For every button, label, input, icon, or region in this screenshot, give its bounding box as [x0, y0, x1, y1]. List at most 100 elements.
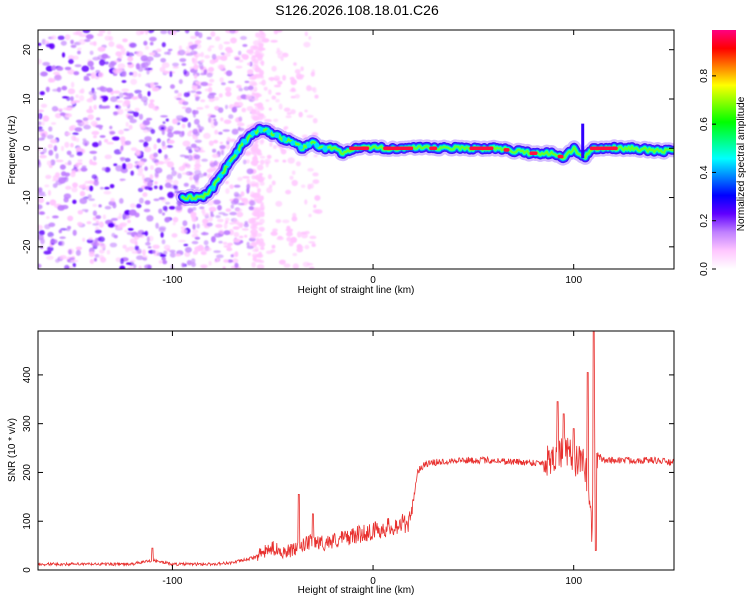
spectrogram-noise-blob [219, 77, 224, 83]
spectrogram-noise-blob [70, 39, 74, 45]
spectrogram-noise-blob [246, 241, 250, 247]
spectrogram-noise-blob [47, 190, 52, 196]
spectrogram-noise-blob [170, 84, 175, 89]
spectrogram-noise-blob [194, 163, 202, 168]
spectrogram-noise-blob [130, 203, 136, 209]
spectrogram-noise-blob [136, 255, 144, 260]
spectrogram-noise-blob [286, 145, 294, 150]
spectrogram-noise-blob [64, 141, 70, 148]
spectrogram-noise-blob [52, 179, 57, 182]
spectrogram-noise-blob [181, 172, 190, 175]
spectrogram-noise-blob [237, 197, 244, 200]
spectrogram-noise-blob [163, 250, 168, 255]
spectrogram-noise-blob [143, 67, 149, 71]
spectrogram-noise-blob [309, 266, 315, 269]
spectrogram-noise-blob [208, 98, 215, 102]
spectrogram-noise-blob [275, 98, 280, 103]
spectrogram-noise-blob [80, 167, 88, 172]
spectrogram-ridge-core [383, 146, 414, 151]
spectrogram-noise-blob [275, 200, 283, 207]
spectrogram-noise-blob [120, 258, 124, 265]
spectrogram-noise-blob [193, 154, 201, 160]
spectrogram-noise-blob [149, 174, 154, 180]
spectrogram-noise-blob [223, 41, 231, 45]
spectrogram-noise-blob [308, 213, 312, 218]
spectrogram-noise-blob [57, 35, 65, 40]
spectrogram-noise-blob [282, 126, 287, 134]
spectrogram-noise-blob [230, 204, 234, 209]
spectrogram-noise-blob [276, 30, 283, 33]
spectrogram-noise-blob [314, 94, 319, 99]
spectrogram-noise-blob [88, 237, 94, 241]
spectrogram-noise-blob [232, 258, 239, 264]
spectrogram-noise-blob [221, 82, 226, 86]
spectrogram-noise-blob [129, 72, 134, 76]
spectrogram-noise-blob [247, 62, 251, 66]
spectrogram-noise-blob [182, 164, 186, 169]
spectrogram-noise-blob [211, 236, 216, 243]
spectrogram-noise-blob [58, 229, 62, 234]
spectrogram-noise-blob [218, 131, 223, 135]
spectrogram-noise-blob [243, 86, 250, 91]
spectrogram-noise-blob [264, 119, 272, 123]
spectrogram-noise-blob [77, 210, 84, 215]
spectrogram-noise-blob [75, 249, 81, 256]
spectrogram-noise-blob [301, 134, 308, 139]
spectrogram-noise-blob [232, 226, 240, 230]
spectrogram-noise-blob [68, 249, 72, 255]
spectrogram-noise-blob [210, 31, 216, 37]
spectrogram-noise-blob [312, 118, 318, 124]
spectrogram-noise-blob [282, 159, 287, 163]
spectrogram-noise-blob [184, 251, 191, 257]
spectrogram-noise-blob [42, 61, 51, 66]
spectrogram-noise-blob [101, 167, 107, 171]
spectrogram-noise-blob [150, 82, 155, 89]
spectrogram-noise-blob [234, 208, 243, 212]
spectrogram-noise-blob [235, 65, 243, 69]
spectrogram-noise-blob [88, 90, 97, 96]
spectrogram-noise-blob [119, 178, 126, 181]
spectrogram-noise-blob [97, 236, 105, 243]
spectrogram-noise-blob [283, 107, 291, 112]
spectrogram-noise-blob [92, 242, 100, 247]
spectrogram-noise-blob [236, 222, 244, 227]
spectrogram-noise-blob [145, 45, 149, 50]
spectrogram-noise-blob [208, 86, 213, 93]
spectrogram-noise-blob [75, 162, 83, 166]
spectrogram-noise-blob [286, 225, 291, 230]
spectrogram-noise-blob [187, 154, 193, 161]
spectrogram-noise-blob [47, 77, 54, 83]
spectrogram-noise-blob [228, 80, 235, 84]
spectrogram-noise-blob [144, 166, 148, 171]
spectrogram-noise-blob [130, 78, 138, 85]
spectrogram-noise-blob [180, 229, 188, 234]
spectrogram-noise-blob [278, 81, 282, 85]
spectrogram-noise-blob [138, 113, 144, 120]
spectrogram-noise-blob [226, 136, 231, 142]
spectrogram-noise-blob [38, 159, 41, 166]
spectrogram-noise-blob [265, 161, 269, 168]
spectrogram-ridge-spot [258, 127, 264, 132]
spectrogram-noise-blob [203, 172, 207, 177]
spectrogram-noise-blob [80, 88, 85, 94]
spectrogram-noise-blob [138, 265, 142, 269]
spectrogram-noise-blob [163, 160, 170, 164]
spectrogram-noise-blob [191, 258, 196, 264]
spectrogram-noise-blob [230, 254, 234, 258]
spectrogram-noise-blob [194, 139, 202, 143]
spectrogram-noise-blob [197, 150, 206, 153]
spectrogram-noise-blob [208, 216, 213, 222]
spectrogram-noise-blob [109, 131, 116, 135]
spectrogram-noise-blob [110, 217, 118, 221]
spectrogram-noise-blob [155, 48, 162, 53]
spectrogram-noise-blob [125, 121, 129, 127]
spectrogram-noise-blob [215, 55, 223, 60]
spectrogram-noise-blob [169, 71, 173, 78]
spectrogram-noise-blob [61, 171, 67, 177]
spectrogram-ridge-core [529, 151, 538, 155]
spectrogram-noise-blob [304, 31, 308, 37]
spectrogram-noise-blob [66, 150, 72, 156]
spectrogram-noise-blob [150, 129, 156, 134]
spectrogram-noise-blob [183, 182, 189, 187]
snr-panel: -100 0 100 0 100 200 300 400 Height of straight… [7, 330, 675, 596]
